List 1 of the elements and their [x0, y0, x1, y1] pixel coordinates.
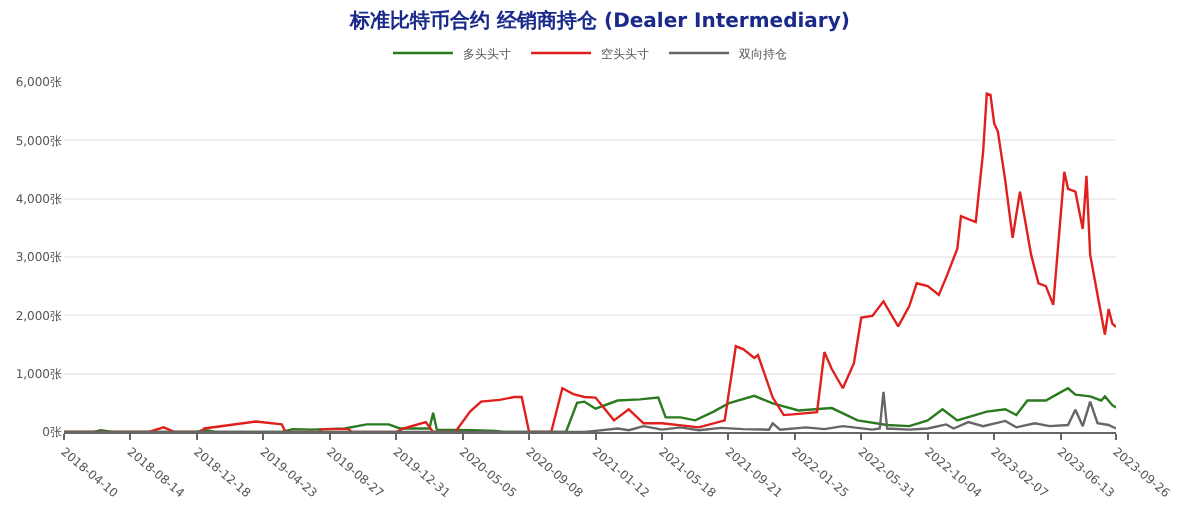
chart-title: 标准比特币合约 经销商持仓 (Dealer Intermediary) [348, 9, 850, 34]
